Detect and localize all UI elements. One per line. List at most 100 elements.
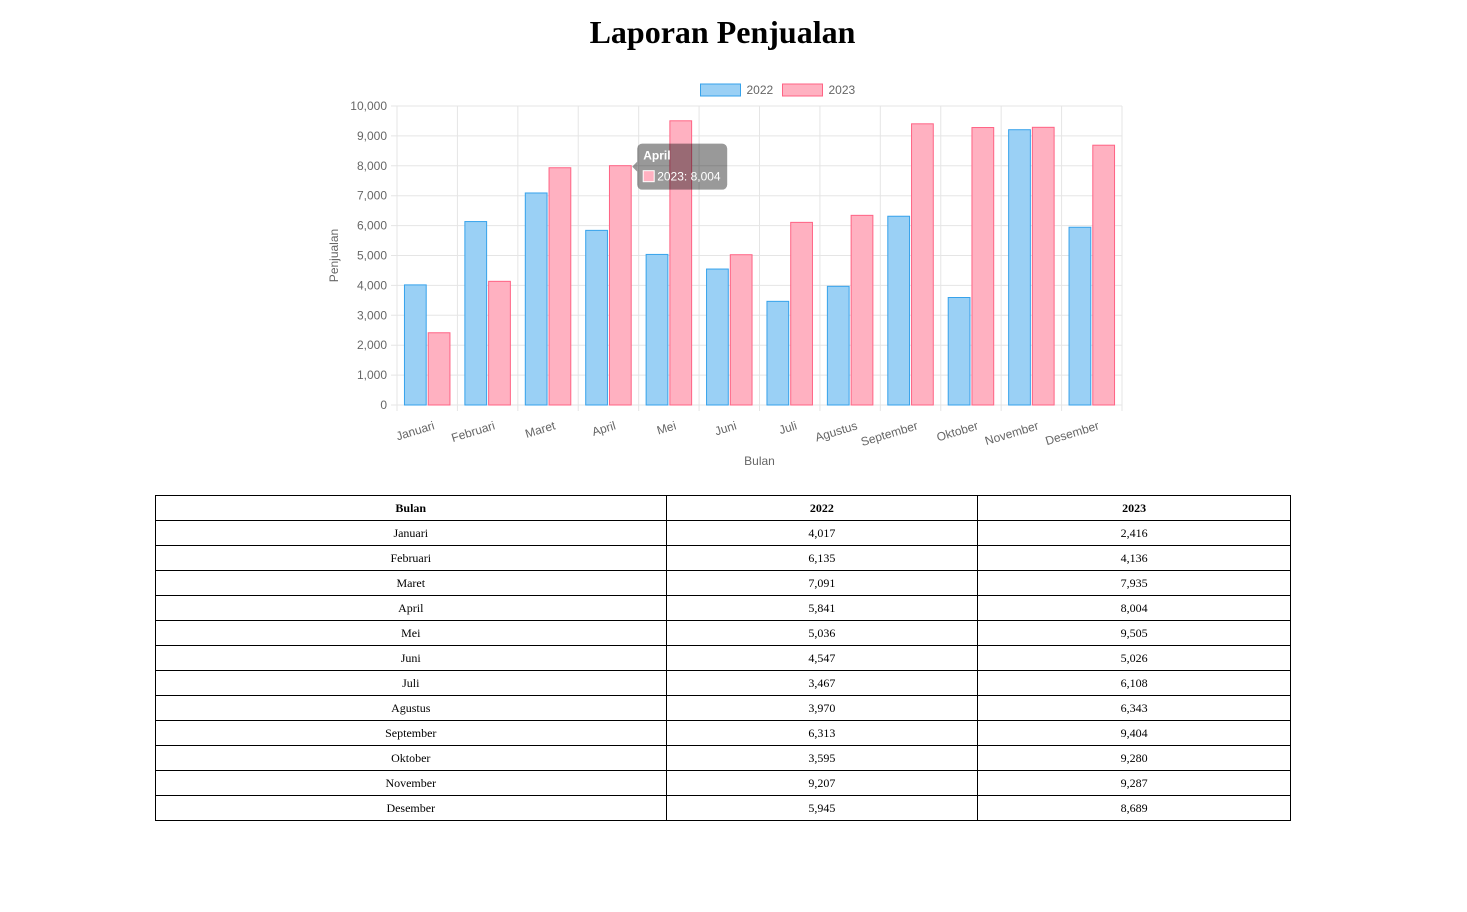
y-tick-label: 4,000 bbox=[357, 278, 387, 292]
cell-bulan: Maret bbox=[155, 570, 667, 596]
cell-2022: 6,313 bbox=[665, 720, 979, 746]
cell-2023: 9,404 bbox=[977, 720, 1291, 746]
bar-2022-maret bbox=[524, 192, 548, 406]
x-tick-label: Maret bbox=[523, 418, 557, 441]
x-tick-label: Agustus bbox=[813, 418, 859, 444]
x-tick-label: Februari bbox=[450, 418, 497, 444]
cell-2022: 3,595 bbox=[665, 745, 979, 771]
bar-2022-desember bbox=[1068, 226, 1092, 406]
cell-2023: 9,287 bbox=[977, 770, 1291, 796]
cell-bulan: November bbox=[155, 770, 667, 796]
cell-2022: 5,036 bbox=[665, 620, 979, 646]
bar-2023-juli bbox=[790, 221, 813, 406]
table-row: Juni 4,547 5,026 bbox=[155, 645, 1291, 671]
tooltip-box bbox=[637, 143, 728, 190]
cell-2022: 7,091 bbox=[665, 570, 979, 596]
y-tick-label: 7,000 bbox=[357, 189, 387, 203]
cell-2023: 5,026 bbox=[977, 645, 1291, 671]
bar-2023-november bbox=[1031, 126, 1055, 406]
cell-bulan: Oktober bbox=[155, 745, 667, 771]
header-bulan: Bulan bbox=[155, 495, 667, 521]
bar-2023-januari bbox=[427, 332, 451, 406]
bar-2023-agustus bbox=[850, 214, 874, 406]
header-2023: 2023 bbox=[977, 495, 1291, 521]
bar-2022-september bbox=[887, 215, 911, 406]
cell-bulan: Desember bbox=[155, 795, 667, 821]
bar-2023-mei bbox=[669, 120, 693, 406]
bar-2023-februari bbox=[488, 280, 511, 406]
cell-2022: 6,135 bbox=[665, 545, 979, 571]
cell-bulan: Juni bbox=[155, 645, 667, 671]
x-tick-label: September bbox=[859, 418, 919, 449]
table-header-row: Bulan 2022 2023 bbox=[155, 495, 1291, 521]
sales-chart[interactable]: 0 1,000 2,000 3,000 4,000 5,000 6,000 7,000 8,00… bbox=[320, 72, 1140, 482]
y-tick-label: 2,000 bbox=[357, 338, 387, 352]
y-tick-label: 0 bbox=[380, 398, 387, 412]
x-tick-label: Oktober bbox=[935, 418, 980, 444]
bar-2022-agustus bbox=[826, 285, 850, 406]
tooltip-title: April bbox=[643, 149, 670, 163]
tooltip-caret bbox=[632, 161, 638, 172]
bar-2023-september bbox=[911, 123, 934, 406]
cell-bulan: April bbox=[155, 595, 667, 621]
cell-2023: 2,416 bbox=[977, 520, 1291, 546]
table-body: Januari 4,017 2,416 Februari 6,135 4,136 Maret… bbox=[155, 520, 1291, 821]
table-row: Mei 5,036 9,505 bbox=[155, 620, 1291, 646]
table-row: April 5,841 8,004 bbox=[155, 595, 1291, 621]
cell-2023: 8,689 bbox=[977, 795, 1291, 821]
bar-2022-juni bbox=[706, 268, 729, 406]
bar-2022-januari bbox=[403, 284, 427, 406]
bar-2023-april bbox=[608, 165, 632, 406]
cell-2023: 6,343 bbox=[977, 695, 1291, 721]
bar-2023-oktober bbox=[971, 127, 995, 406]
cell-2022: 3,467 bbox=[665, 670, 979, 696]
bar-2022-oktober bbox=[947, 297, 971, 406]
x-tick-label: Desember bbox=[1044, 418, 1101, 448]
y-tick-label: 5,000 bbox=[357, 249, 387, 263]
header-2022: 2022 bbox=[665, 495, 979, 521]
cell-bulan: Januari bbox=[155, 520, 667, 546]
cell-bulan: Mei bbox=[155, 620, 667, 646]
bar-2023-desember bbox=[1092, 144, 1116, 406]
page-title: Laporan Penjualan bbox=[589, 14, 856, 50]
cell-2022: 5,945 bbox=[665, 795, 979, 821]
table-row: Februari 6,135 4,136 bbox=[155, 545, 1291, 571]
y-tick-label: 10,000 bbox=[350, 99, 387, 113]
table-row: Januari 4,017 2,416 bbox=[155, 520, 1291, 546]
y-tick-label: 1,000 bbox=[357, 368, 387, 382]
bar-2022-juli bbox=[766, 300, 790, 406]
x-tick-label: April bbox=[590, 418, 617, 438]
cell-2022: 3,970 bbox=[665, 695, 979, 721]
cell-2023: 9,280 bbox=[977, 745, 1291, 771]
sales-chart-svg: 0 1,000 2,000 3,000 4,000 5,000 6,000 7,000 8,00… bbox=[327, 83, 1123, 468]
y-tick-label: 9,000 bbox=[357, 129, 387, 143]
legend-swatch-2023 bbox=[782, 83, 823, 97]
tooltip-swatch bbox=[642, 170, 655, 183]
sales-table: Bulan 2022 2023 Januari 4,017 2,416 Februar… bbox=[155, 495, 1291, 821]
table-row: Maret 7,091 7,935 bbox=[155, 570, 1291, 596]
table-row: Juli 3,467 6,108 bbox=[155, 670, 1291, 696]
bar-2022-mei bbox=[645, 253, 669, 406]
x-tick-label: November bbox=[983, 418, 1040, 448]
legend-label-2023: 2023 bbox=[829, 83, 856, 97]
tooltip-label: 2023: 8,004 bbox=[657, 170, 721, 184]
x-axis-title: Bulan bbox=[744, 454, 775, 468]
cell-bulan: Juli bbox=[155, 670, 667, 696]
table-row: September 6,313 9,404 bbox=[155, 720, 1291, 746]
x-tick-label: Juni bbox=[713, 418, 738, 438]
cell-2022: 4,017 bbox=[665, 520, 979, 546]
legend-swatch-2022 bbox=[700, 83, 741, 97]
table-row: Agustus 3,970 6,343 bbox=[155, 695, 1291, 721]
x-tick-label: Januari bbox=[394, 418, 436, 443]
cell-2023: 4,136 bbox=[977, 545, 1291, 571]
bar-2023-juni bbox=[729, 254, 753, 406]
y-axis-title: Penjualan bbox=[327, 229, 341, 282]
legend-label-2022: 2022 bbox=[747, 83, 774, 97]
table-row: November 9,207 9,287 bbox=[155, 770, 1291, 796]
y-tick-label: 8,000 bbox=[357, 159, 387, 173]
y-tick-label: 3,000 bbox=[357, 308, 387, 322]
cell-2022: 5,841 bbox=[665, 595, 979, 621]
cell-2023: 6,108 bbox=[977, 670, 1291, 696]
cell-bulan: September bbox=[155, 720, 667, 746]
bar-2022-november bbox=[1008, 129, 1031, 406]
